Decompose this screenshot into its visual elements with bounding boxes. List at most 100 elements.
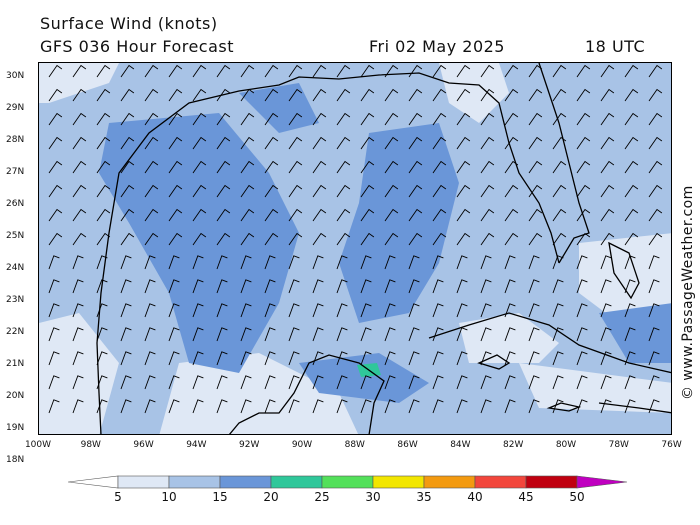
lon-tick-label: 100W <box>24 440 52 450</box>
wind-barb <box>456 255 468 270</box>
wind-barb <box>264 112 279 126</box>
wind-barb <box>552 255 564 270</box>
wind-barb <box>552 375 564 390</box>
wind-barb <box>240 327 252 342</box>
wind-barb <box>504 279 516 294</box>
wind-barb <box>264 279 276 294</box>
lat-tick-label: 30N <box>6 71 25 81</box>
wind-barb <box>48 184 63 198</box>
wind-barb <box>288 208 303 222</box>
moderate-wind-areas <box>99 83 671 403</box>
wind-barb <box>336 208 351 222</box>
lat-tick-label: 20N <box>6 391 25 401</box>
wind-barb <box>552 136 567 150</box>
wind-barb <box>336 399 348 414</box>
wind-barb <box>240 184 255 198</box>
wind-barb <box>360 160 375 174</box>
wind-barb <box>312 88 327 102</box>
wind-barb <box>240 351 252 366</box>
lon-tick-label: 76W <box>661 440 682 450</box>
wind-barb <box>432 279 444 294</box>
wind-barb <box>168 399 180 414</box>
wind-barb <box>240 160 255 174</box>
wind-barb <box>408 136 423 150</box>
wind-barb <box>144 160 159 174</box>
wind-barb <box>336 184 351 198</box>
wind-barb <box>168 255 180 270</box>
wind-barb <box>408 279 420 294</box>
wind-barb <box>264 64 279 78</box>
lon-tick-label: 86W <box>397 440 418 450</box>
wind-barb <box>360 279 372 294</box>
wind-barb <box>312 232 327 246</box>
wind-barb <box>48 160 63 174</box>
wind-barb <box>216 375 228 390</box>
wind-barb <box>48 64 63 78</box>
lon-tick-label: 78W <box>608 440 629 450</box>
wind-barb <box>552 279 564 294</box>
wind-barb <box>120 112 135 126</box>
wind-barb <box>312 112 327 126</box>
wind-barb <box>288 375 300 390</box>
wind-barb <box>120 184 135 198</box>
wind-barb <box>48 303 60 318</box>
wind-barb <box>504 88 519 102</box>
wind-barb <box>528 136 543 150</box>
wind-barb <box>576 399 588 414</box>
wind-barb <box>600 160 615 174</box>
wind-barb <box>552 64 567 78</box>
wind-barb <box>384 64 399 78</box>
wind-barb <box>192 351 204 366</box>
wind-barb <box>216 208 231 222</box>
wind-barb <box>336 279 348 294</box>
wind-barb <box>216 303 228 318</box>
wind-barb <box>48 232 63 246</box>
wind-barb <box>96 184 111 198</box>
wind-barb <box>432 303 444 318</box>
wind-barb <box>288 351 300 366</box>
wind-barb <box>96 136 111 150</box>
wind-barb <box>600 399 612 414</box>
wind-barbs <box>48 64 663 414</box>
wind-barb <box>384 160 399 174</box>
wind-barb <box>528 160 543 174</box>
wind-barb <box>216 88 231 102</box>
wind-barb <box>168 232 183 246</box>
wind-barb <box>312 327 324 342</box>
wind-barb <box>144 184 159 198</box>
wind-barb <box>168 112 183 126</box>
wind-map[interactable] <box>38 62 672 435</box>
wind-barb <box>456 327 468 342</box>
wind-barb <box>648 88 663 102</box>
legend-swatch <box>168 475 221 489</box>
wind-barb <box>384 208 399 222</box>
wind-barb <box>528 255 540 270</box>
wind-barb <box>312 351 324 366</box>
wind-barb <box>408 64 423 78</box>
lon-tick-label: 98W <box>80 440 101 450</box>
wind-barb <box>264 208 279 222</box>
wind-barb <box>624 112 639 126</box>
wind-barb <box>192 112 207 126</box>
wind-barb <box>456 184 471 198</box>
legend-label: 25 <box>314 490 330 504</box>
wind-barb <box>312 303 324 318</box>
lon-tick-label: 96W <box>133 440 154 450</box>
wind-barb <box>72 399 84 414</box>
lon-tick-label: 82W <box>503 440 524 450</box>
wind-barb <box>144 136 159 150</box>
wind-barb <box>552 160 567 174</box>
legend-swatch <box>525 475 578 489</box>
wind-barb <box>288 136 303 150</box>
wind-barb <box>648 160 663 174</box>
wind-barb <box>600 279 612 294</box>
wind-barb <box>624 208 639 222</box>
wind-barb <box>432 88 447 102</box>
wind-barb <box>360 136 375 150</box>
wind-barb <box>240 279 252 294</box>
wind-barb <box>120 232 135 246</box>
wind-speed-legend: 5 10 15 20 25 30 35 40 45 50 <box>67 466 633 506</box>
map-canvas <box>39 63 671 434</box>
wind-barb <box>312 184 327 198</box>
wind-barb <box>576 88 591 102</box>
